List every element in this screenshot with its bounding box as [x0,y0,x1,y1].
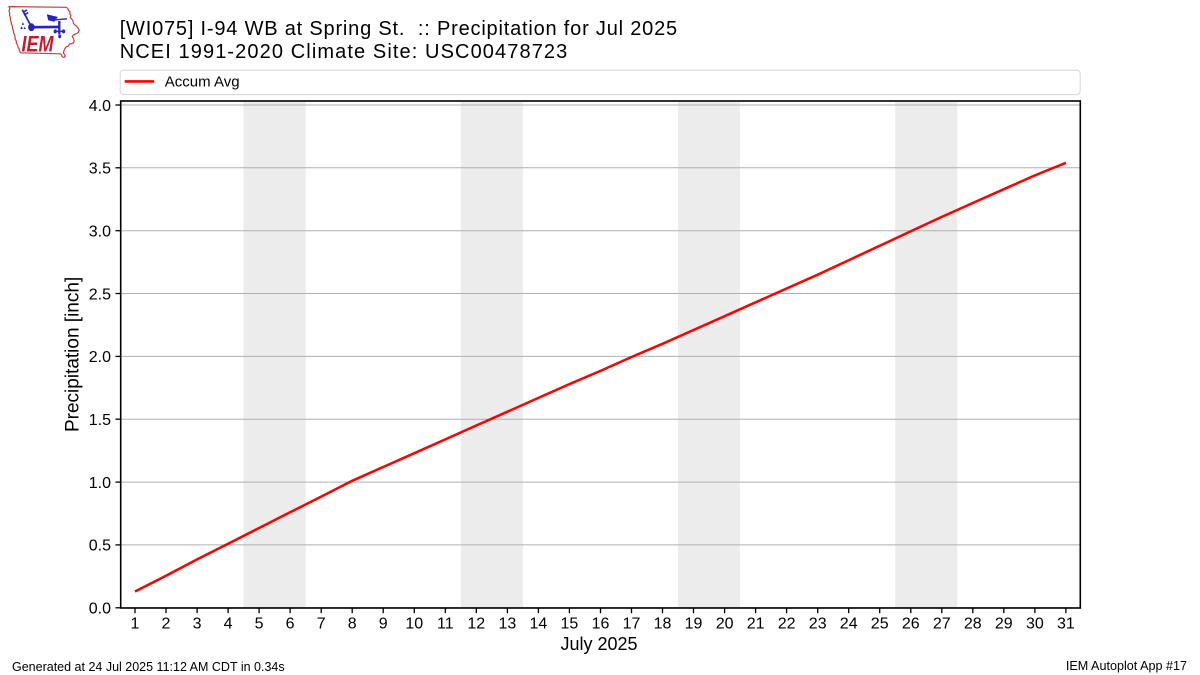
svg-text:25: 25 [871,616,889,633]
svg-text:3.0: 3.0 [89,224,111,241]
svg-text:IEM Autoplot App #17: IEM Autoplot App #17 [1066,659,1187,673]
svg-text:21: 21 [747,616,765,633]
svg-text:22: 22 [778,616,796,633]
svg-text:0.5: 0.5 [89,538,111,555]
svg-text:29: 29 [995,616,1013,633]
svg-text:[WI075] I-94 WB at Spring St.: [WI075] I-94 WB at Spring St. :: Precipi… [120,18,678,40]
svg-text:10: 10 [405,616,423,633]
svg-text:9: 9 [379,616,388,633]
svg-text:13: 13 [499,616,517,633]
svg-text:18: 18 [654,616,672,633]
svg-text:27: 27 [933,616,951,633]
svg-text:Precipitation [inch]: Precipitation [inch] [63,277,84,432]
svg-text:2.0: 2.0 [89,349,111,366]
svg-text:24: 24 [840,616,858,633]
svg-text:6: 6 [286,616,295,633]
svg-text:NCEI 1991-2020 Climate Site: U: NCEI 1991-2020 Climate Site: USC00478723 [120,41,569,63]
svg-text:20: 20 [716,616,734,633]
svg-text:30: 30 [1026,616,1044,633]
svg-text:28: 28 [964,616,982,633]
svg-text:Generated at 24 Jul 2025 11:12: Generated at 24 Jul 2025 11:12 AM CDT in… [12,660,285,674]
svg-text:2.5: 2.5 [89,286,111,303]
svg-text:31: 31 [1057,616,1075,633]
svg-text:4: 4 [224,616,233,633]
svg-text:19: 19 [685,616,703,633]
svg-text:Accum Avg: Accum Avg [165,74,240,91]
svg-text:15: 15 [561,616,579,633]
svg-text:11: 11 [437,616,454,633]
svg-text:7: 7 [317,616,326,633]
svg-text:4.0: 4.0 [89,98,111,115]
svg-text:16: 16 [592,616,610,633]
svg-text:8: 8 [348,616,357,633]
svg-text:IEM: IEM [22,31,55,56]
svg-text:2: 2 [162,616,171,633]
svg-text:1: 1 [131,616,140,633]
svg-text:23: 23 [809,616,827,633]
svg-text:3.5: 3.5 [89,161,111,178]
svg-text:17: 17 [623,616,641,633]
svg-text:26: 26 [902,616,920,633]
svg-text:July 2025: July 2025 [560,634,637,654]
svg-text:12: 12 [467,616,485,633]
svg-text:3: 3 [193,616,202,633]
svg-text:0.0: 0.0 [89,601,111,618]
svg-text:1.5: 1.5 [89,412,111,429]
svg-text:14: 14 [530,616,548,633]
svg-text:5: 5 [255,616,264,633]
svg-text:1.0: 1.0 [89,475,111,492]
